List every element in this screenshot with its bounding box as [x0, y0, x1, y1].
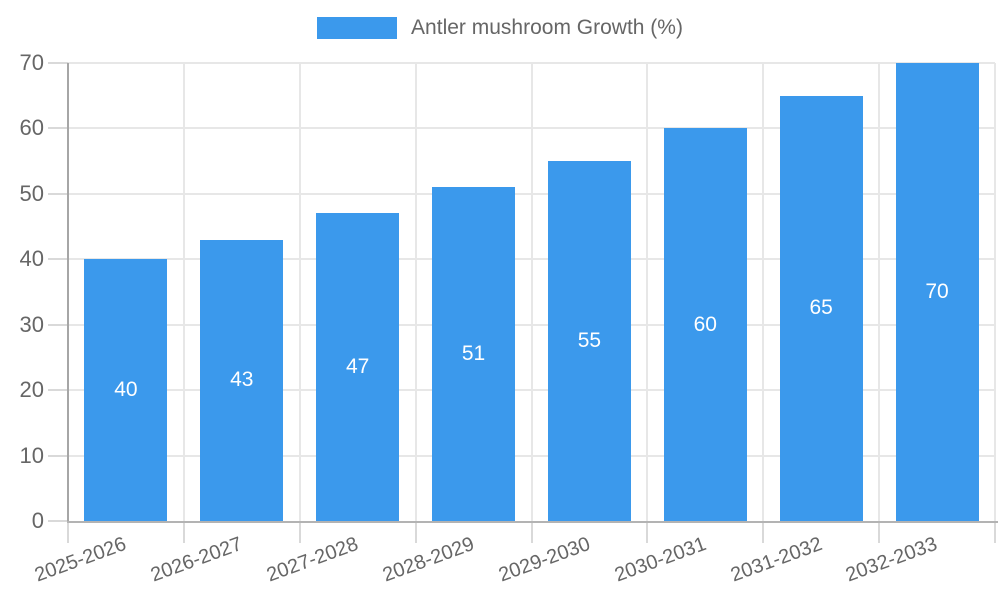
y-axis-tick-label: 10 — [19, 442, 44, 468]
y-tick-mark — [48, 454, 68, 457]
bar-value-label: 47 — [346, 355, 370, 379]
x-gridline — [878, 63, 881, 521]
bar-value-label: 51 — [461, 342, 486, 366]
x-tick-mark — [414, 523, 417, 543]
y-tick-mark — [48, 389, 68, 392]
y-axis-tick-label: 60 — [19, 115, 44, 141]
y-tick-mark — [48, 192, 68, 195]
y-axis-tick-label: 0 — [31, 508, 44, 533]
x-axis-category-label-text: 2029-2030 — [495, 533, 593, 587]
x-tick-mark — [67, 523, 69, 543]
x-gridline — [646, 63, 649, 521]
x-axis-category-label-text: 2030-2031 — [611, 533, 709, 587]
x-gridline — [530, 63, 533, 521]
x-gridline — [414, 63, 417, 521]
x-axis-line — [67, 521, 998, 523]
y-tick-mark — [48, 258, 68, 261]
x-gridline — [994, 63, 996, 521]
bar-2026-2027[interactable] — [200, 239, 284, 521]
y-tick-mark — [48, 323, 68, 326]
bar-2031-2032[interactable] — [779, 95, 863, 521]
bar-2032-2033[interactable] — [895, 63, 979, 521]
y-axis-tick-label: 20 — [19, 377, 44, 403]
y-tick-mark — [48, 520, 68, 522]
x-axis-category-label-text: 2025-2026 — [32, 533, 130, 587]
x-gridline — [182, 63, 185, 521]
bar-value-label: 65 — [809, 296, 833, 320]
x-tick-mark — [762, 523, 765, 543]
y-axis-tick-label: 30 — [19, 311, 44, 337]
bar-value-label: 70 — [925, 280, 949, 303]
y-axis-tick-label: 40 — [19, 246, 44, 272]
x-axis-category-label-text: 2031-2032 — [727, 533, 825, 587]
x-tick-mark — [646, 523, 649, 543]
bar-2029-2030[interactable] — [547, 161, 631, 521]
bar-2028-2029[interactable] — [432, 187, 516, 521]
bar-value-label: 60 — [693, 312, 717, 336]
x-tick-mark — [298, 523, 301, 543]
bar-value-label: 40 — [114, 378, 138, 402]
x-axis-category-label-text: 2028-2029 — [379, 533, 478, 587]
y-axis-tick-label: 50 — [19, 180, 44, 206]
y-axis-tick-label: 70 — [19, 50, 44, 75]
x-tick-mark — [530, 523, 533, 543]
y-tick-mark — [48, 62, 68, 64]
bar-2027-2028[interactable] — [316, 213, 400, 521]
x-tick-mark — [994, 523, 996, 543]
bar-2030-2031[interactable] — [663, 128, 747, 521]
x-gridline — [298, 63, 301, 521]
legend-item[interactable]: Antler mushroom Growth (%) — [0, 16, 1000, 40]
x-axis-category-label-text: 2026-2027 — [147, 533, 246, 587]
bar-value-label: 43 — [230, 368, 254, 392]
x-axis-category-label-text: 2032-2033 — [843, 533, 941, 587]
x-gridline — [762, 63, 765, 521]
x-axis-category-label-text: 2027-2028 — [263, 533, 362, 587]
y-tick-mark — [48, 127, 68, 130]
y-axis-line — [67, 63, 69, 523]
legend-label: Antler mushroom Growth (%) — [411, 16, 683, 39]
x-tick-mark — [182, 523, 185, 543]
bar-2025-2026[interactable] — [84, 259, 168, 521]
legend-swatch — [317, 17, 398, 39]
bar-value-label: 55 — [577, 329, 602, 353]
x-tick-mark — [878, 523, 881, 543]
